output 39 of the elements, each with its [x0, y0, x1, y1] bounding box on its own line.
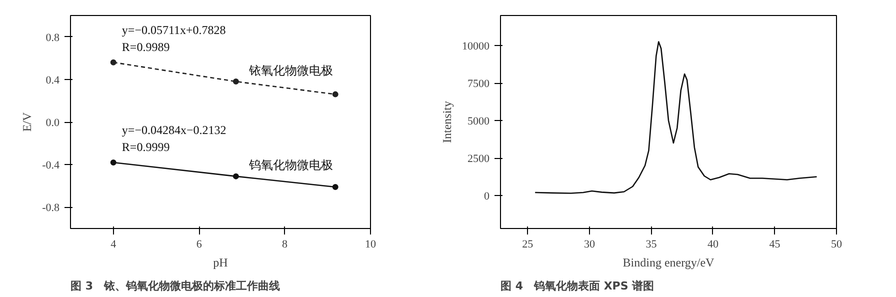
annotation: y=−0.05711x+0.7828	[122, 22, 226, 37]
point	[332, 91, 338, 98]
y-tick-label: 10000	[462, 40, 490, 52]
x-tick-label: 8	[282, 238, 288, 250]
annotation: R=0.9999	[122, 140, 170, 154]
point	[232, 78, 239, 85]
x-tick-label: 6	[196, 238, 202, 250]
x-tick-label: 25	[522, 238, 534, 250]
point	[110, 159, 116, 166]
x-tick-label: 10	[365, 238, 376, 250]
point	[110, 59, 116, 66]
y-tick-label: -0.8	[42, 202, 60, 214]
y-tick-label: 0	[484, 190, 490, 202]
y-tick-label: -0.4	[42, 160, 60, 172]
annotation: R=0.9989	[122, 40, 170, 54]
y-tick-label: 0.4	[46, 74, 60, 86]
text: 图 3 铱、钨氧化物微电极的标准工作曲线	[70, 280, 280, 292]
x-axis-title: Binding energy/eV	[622, 256, 715, 270]
series-label: 钨氧化物微电极	[248, 158, 333, 172]
y-axis-title: Intensity	[440, 100, 454, 143]
x-axis-title: pH	[213, 256, 228, 270]
y-axis-title: E/V	[20, 112, 34, 132]
point	[332, 184, 338, 190]
y-tick-label: 0.0	[46, 117, 60, 129]
x-tick-label: 45	[769, 238, 781, 250]
x-tick-label: 4	[110, 238, 117, 250]
point	[232, 173, 239, 180]
line-series	[534, 41, 818, 194]
y-tick-label: 5000	[468, 116, 490, 128]
annotation: y=−0.04284x−0.2132	[122, 122, 226, 137]
text: 图 4 钨氧化物表面 XPS 谱图	[500, 280, 654, 292]
x-tick-label: 40	[707, 238, 719, 250]
y-tick-label: 0.8	[46, 32, 60, 44]
y-tick-label: 2500	[468, 153, 490, 165]
x-tick-label: 35	[646, 238, 658, 250]
x-tick-label: 50	[831, 238, 842, 250]
y-tick-label: 7500	[468, 78, 490, 90]
x-tick-label: 30	[584, 238, 596, 250]
series-label: 铱氧化物微电极	[248, 63, 333, 78]
